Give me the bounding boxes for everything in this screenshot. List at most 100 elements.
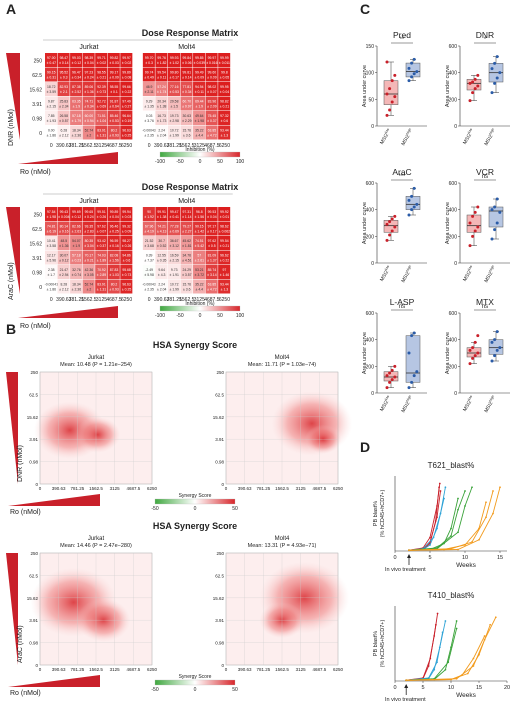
boxplot-point bbox=[473, 87, 477, 91]
y-drug-label: AraC (nMol) bbox=[17, 625, 24, 663]
heatmap-cell-sd: ± 0.49 bbox=[144, 76, 154, 80]
heatmap-cell bbox=[218, 67, 231, 82]
synergy-panel-name: Jurkat bbox=[88, 355, 105, 361]
heatmap-cell-value: 8.28 bbox=[61, 283, 68, 287]
curve-point bbox=[427, 677, 430, 679]
boxplot-point bbox=[393, 73, 397, 77]
y-tick-label: 0.98 bbox=[29, 641, 38, 646]
heatmap-cell-value: -0.00043 bbox=[142, 283, 155, 287]
heatmap-cell bbox=[218, 279, 231, 294]
heatmap-cell-value: 99.89 bbox=[110, 210, 119, 214]
heatmap-cell-value: 10.72 bbox=[170, 283, 179, 287]
x-drug-label: Ro (nMol) bbox=[10, 509, 41, 516]
x-tick-label: 3125 bbox=[296, 486, 307, 491]
heatmap-cell-sd: ± 2.12 bbox=[59, 288, 69, 292]
boxplot-point bbox=[476, 73, 480, 77]
significance-label: *** bbox=[398, 174, 406, 180]
heatmap-cell-value: 0.39 bbox=[146, 254, 153, 258]
heatmap-cell-sd: ± 0.12 bbox=[72, 215, 82, 219]
y-tick-label: 150 bbox=[366, 44, 375, 50]
heatmap-cell-sd: ± 0.24 bbox=[84, 215, 94, 219]
heatmap-cell bbox=[142, 67, 155, 82]
x-drug-label: Ro (nMol) bbox=[20, 169, 51, 176]
boxplot-point bbox=[498, 71, 502, 75]
y-tick-label: 400 bbox=[449, 208, 458, 214]
heatmap-cell bbox=[167, 279, 180, 294]
heatmap-cell-value: 99.54 bbox=[157, 71, 166, 75]
heatmap-cell-sd: ± 0.37 bbox=[207, 119, 217, 123]
heatmap-cell-value: 90 bbox=[147, 210, 151, 214]
heatmap-cell-value: 99.95 bbox=[220, 85, 229, 89]
synergy-panel-stats: Mean: 14.46 (P = 2.47e−280) bbox=[60, 543, 132, 549]
curve-point bbox=[436, 661, 438, 664]
heatmap-cell-sd: ± 2.15 bbox=[47, 105, 57, 109]
heatmap-cell bbox=[45, 250, 58, 265]
heatmap-cell bbox=[193, 125, 206, 140]
colorbar-tick: 100 bbox=[236, 159, 245, 165]
heatmap-cell bbox=[167, 207, 180, 221]
x-tick-label: 1562.5 bbox=[275, 667, 289, 672]
heatmap-cell-value: 57.24 bbox=[157, 85, 166, 89]
heatmap-cell bbox=[120, 111, 133, 125]
heatmap-cell-sd: ± 0.21 bbox=[97, 76, 107, 80]
heatmap-cell bbox=[155, 250, 168, 265]
heatmap-cell bbox=[218, 250, 231, 265]
curve-point bbox=[472, 657, 475, 660]
heatmap-cell bbox=[82, 53, 95, 67]
curve-point bbox=[478, 538, 480, 541]
boxplot-point bbox=[407, 386, 411, 390]
heatmap-cell-sd: ± 1.36 bbox=[84, 90, 94, 94]
heatmap-cell-sd: ± 0.12 bbox=[72, 61, 82, 65]
heatmap-cell-sd: ± 0.53 bbox=[170, 90, 180, 94]
y-dose-wedge bbox=[6, 207, 20, 294]
heatmap-cell-value: 36.67 bbox=[170, 239, 179, 243]
heatmap-cell-value: 67.96 bbox=[145, 225, 154, 229]
heatmap-cell-value: 0.03 bbox=[146, 114, 153, 118]
heatmap-cell-value: 92.39 bbox=[97, 85, 106, 89]
heatmap-cell-value: 10.72 bbox=[170, 129, 179, 133]
y-tick-label: 0 bbox=[35, 482, 38, 487]
heatmap-cell-sd: ± 1.38 bbox=[157, 215, 167, 219]
heatmap-cell-sd: ± 0.93 bbox=[109, 134, 119, 138]
heatmap-cell-sd: ± 2.34 bbox=[59, 105, 69, 109]
heatmap-cell-value: 69.44 bbox=[195, 100, 204, 104]
heatmap-cell bbox=[95, 125, 108, 140]
heatmap-cell-sd: ± 0.34 bbox=[182, 90, 192, 94]
curve-point bbox=[434, 520, 437, 522]
group-label-superscript: high bbox=[488, 127, 495, 135]
boxplot-point bbox=[390, 229, 394, 233]
heatmap-cell-sd: ± 0.21 bbox=[220, 105, 230, 109]
colorbar bbox=[154, 498, 236, 505]
y-tick-label: 0.98 bbox=[29, 460, 38, 465]
x-tick-label: 5 bbox=[428, 555, 431, 561]
boxplot-y-label: Area under curve bbox=[445, 332, 451, 374]
heatmap-cell-sd: ± 1.93 bbox=[47, 119, 57, 123]
y-tick-label: 200 bbox=[449, 97, 458, 103]
heatmap-cell-sd: ± 1.92 bbox=[144, 215, 154, 219]
boxplot-point bbox=[495, 55, 499, 59]
heatmap-cell-value: 15.76 bbox=[183, 129, 192, 133]
heatmap-cell-sd: ± 3.58 bbox=[47, 244, 57, 248]
heatmap-cell-sd: ± 1.98 bbox=[195, 119, 205, 123]
synergy-panel-name: Molt4 bbox=[275, 536, 290, 542]
boxplot-point bbox=[410, 380, 414, 384]
heatmap-cell bbox=[180, 236, 193, 250]
heatmap-cell-sd: ± 0.03 bbox=[122, 215, 132, 219]
boxplot-point bbox=[412, 57, 416, 61]
heatmap-cell-value: 35.22 bbox=[195, 283, 204, 287]
colorbar-tick: -50 bbox=[151, 506, 158, 512]
heatmap-cell bbox=[107, 53, 120, 67]
heatmap-cell bbox=[155, 207, 168, 221]
heatmap-cell bbox=[70, 236, 83, 250]
heatmap-cell bbox=[180, 207, 193, 221]
blast-curve bbox=[408, 490, 494, 551]
heatmap-cell bbox=[57, 265, 70, 279]
heatmap-cell bbox=[120, 125, 133, 140]
heatmap-cell-sd: ± 4.51 bbox=[182, 259, 192, 263]
synergy-panel-name: Molt4 bbox=[275, 355, 290, 361]
boxplot-point bbox=[388, 220, 392, 224]
heatmap-cell bbox=[218, 221, 231, 236]
heatmap-cell bbox=[107, 221, 120, 236]
heatmap-cell-sd: ± 2.04 bbox=[157, 134, 167, 138]
heatmap-cell-sd: ± 0.07 bbox=[207, 90, 217, 94]
